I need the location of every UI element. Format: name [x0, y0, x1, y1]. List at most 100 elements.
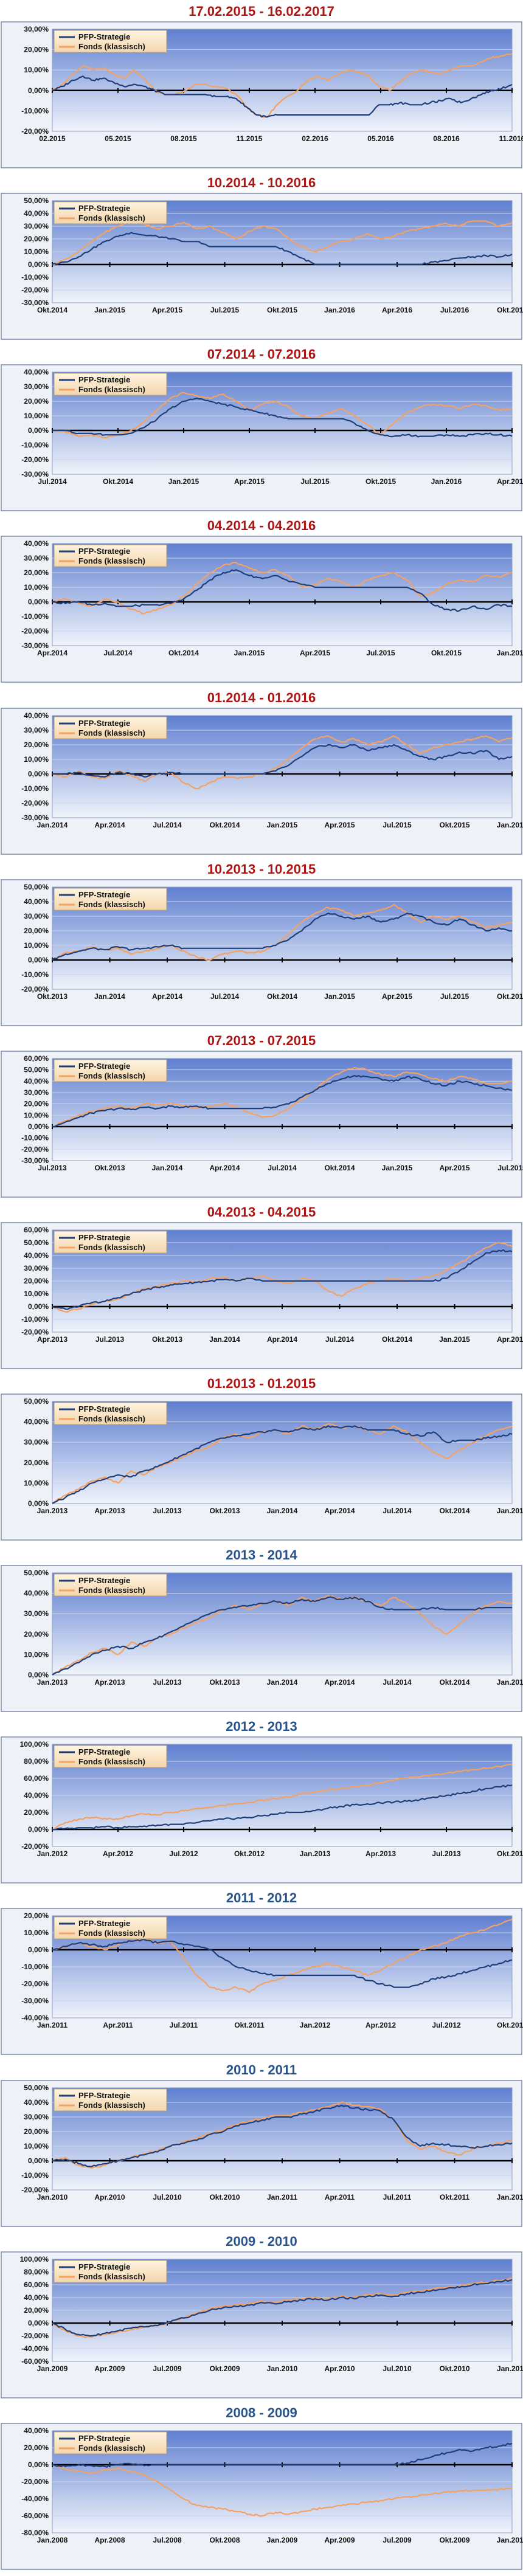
- x-tick-label: Apr.2014: [94, 821, 125, 829]
- x-tick-label: Okt.2013: [94, 1164, 125, 1172]
- y-tick-label: 10,00%: [24, 941, 49, 950]
- chart-4: 04.2014 - 04.2016 40,00% 30,00% 20,00% 10,00…: [1, 518, 523, 683]
- y-tick-label: 0,00%: [28, 1946, 49, 1954]
- y-tick-label: 20,00%: [24, 1277, 49, 1285]
- x-tick-label: Okt.2016: [497, 306, 523, 314]
- chart-title: 10.2014 - 10.2016: [207, 175, 316, 190]
- legend-box: [54, 2088, 167, 2112]
- x-tick-label: 08.2016: [433, 134, 460, 143]
- x-tick-label: Okt.2014: [103, 477, 133, 486]
- y-tick-label: 60,00%: [24, 1054, 49, 1063]
- x-tick-label: 11.2016: [499, 134, 523, 143]
- series-line-pfp-strategie: [52, 398, 513, 438]
- y-tick-label: -60,00%: [21, 2357, 49, 2366]
- legend-label-fonds: Fonds (klassisch): [78, 1586, 145, 1595]
- x-tick-label: Jan.2012: [37, 1849, 68, 1858]
- chart-title: 2012 - 2013: [226, 1719, 297, 1734]
- x-tick-label: Jan.2015: [497, 1507, 523, 1515]
- x-tick-label: Jan.2015: [497, 1678, 523, 1687]
- y-tick-label: 10,00%: [24, 1650, 49, 1659]
- y-tick-label: 0,00%: [28, 956, 49, 964]
- series-line-pfp-strategie: [52, 744, 513, 778]
- x-tick-label: Apr.2012: [365, 2021, 396, 2029]
- y-tick-label: 20,00%: [24, 568, 49, 577]
- y-tick-label: 20,00%: [24, 1100, 49, 1108]
- x-tick-label: Jul.2012: [169, 1849, 198, 1858]
- x-tick-label: Apr.2014: [324, 1507, 355, 1515]
- y-tick-label: 10,00%: [24, 2142, 49, 2150]
- x-tick-label: 05.2016: [367, 134, 394, 143]
- y-tick-label: 20,00%: [24, 2127, 49, 2136]
- series-line-fonds-klassisch: [52, 561, 513, 615]
- y-tick-label: 30,00%: [24, 726, 49, 734]
- legend-label-fonds: Fonds (klassisch): [78, 1243, 145, 1252]
- x-tick-label: Okt.2008: [209, 2536, 240, 2544]
- x-tick-label: Okt.2009: [209, 2364, 240, 2373]
- y-tick-label: 60,00%: [24, 2281, 49, 2289]
- legend-box: [54, 1916, 167, 1939]
- x-tick-label: Jul.2014: [383, 1507, 412, 1515]
- chart-6: 10.2013 - 10.2015 50,00% 40,00% 30,00% 20,00…: [1, 862, 523, 1026]
- legend-box: [54, 888, 167, 911]
- y-tick-label: 30,00%: [24, 25, 49, 33]
- y-tick-label: -20,00%: [21, 627, 49, 635]
- y-tick-label: 40,00%: [24, 209, 49, 218]
- x-tick-label: Okt.2013: [497, 1849, 523, 1858]
- x-tick-label: Jul.2013: [95, 1335, 125, 1344]
- y-tick-label: 10,00%: [24, 412, 49, 420]
- chart-15: 2008 - 2009 40,00% 20,00% 0,00% -20,00% -40,0…: [1, 2405, 523, 2570]
- x-tick-label: Okt.2015: [267, 306, 297, 314]
- x-tick-label: Jul.2015: [300, 477, 330, 486]
- y-tick-label: 10,00%: [24, 1290, 49, 1298]
- y-tick-label: 0,00%: [28, 1302, 49, 1311]
- series-line-fonds-klassisch: [52, 392, 513, 439]
- x-tick-label: Okt.2015: [439, 821, 469, 829]
- series-line-pfp-strategie: [52, 1596, 512, 1676]
- x-tick-label: Jul.2009: [383, 2536, 412, 2544]
- x-tick-label: Apr.2015: [439, 1164, 469, 1172]
- chart-3: 07.2014 - 07.2016 40,00% 30,00% 20,00% 10,00…: [1, 347, 523, 511]
- x-tick-label: Okt.2010: [439, 2364, 469, 2373]
- y-tick-label: 20,00%: [24, 1459, 49, 1467]
- x-tick-label: Jul.2015: [383, 821, 412, 829]
- x-tick-label: Jan.2014: [37, 821, 68, 829]
- legend-box: [54, 716, 167, 739]
- chart-title: 04.2013 - 04.2015: [207, 1204, 316, 1220]
- x-tick-label: Apr.2013: [94, 1507, 125, 1515]
- x-tick-label: Apr.2014: [324, 1678, 355, 1687]
- x-tick-label: Jul.2010: [383, 2364, 412, 2373]
- series-line-fonds-klassisch: [52, 903, 513, 961]
- y-tick-label: 0,00%: [28, 2319, 49, 2327]
- series-line-pfp-strategie: [52, 1425, 513, 1504]
- x-tick-label: Jul.2014: [325, 1335, 355, 1344]
- x-tick-label: Apr.2013: [94, 1678, 125, 1687]
- x-tick-label: Jul.2015: [440, 992, 469, 1001]
- y-tick-label: 0,00%: [28, 598, 49, 606]
- x-tick-label: Jul.2011: [170, 2021, 198, 2029]
- x-tick-label: 02.2016: [302, 134, 328, 143]
- y-tick-label: -30,00%: [21, 470, 49, 478]
- y-tick-label: 40,00%: [24, 539, 49, 548]
- x-tick-label: Apr.2015: [382, 992, 412, 1001]
- x-tick-label: Apr.2010: [94, 2193, 125, 2201]
- legend-label-fonds: Fonds (klassisch): [78, 213, 145, 223]
- x-tick-label: Jan.2016: [324, 306, 355, 314]
- series-line-fonds-klassisch: [52, 735, 513, 790]
- x-tick-label: Apr.2014: [267, 1335, 297, 1344]
- legend-box: [54, 2260, 167, 2283]
- x-tick-label: Jul.2016: [440, 306, 469, 314]
- legend-label-fonds: Fonds (klassisch): [78, 1929, 145, 1938]
- x-tick-label: Jan.2015: [324, 992, 355, 1001]
- y-tick-label: 30,00%: [24, 222, 49, 230]
- legend-label-fonds: Fonds (klassisch): [78, 900, 145, 909]
- x-tick-label: Jul.2014: [383, 1678, 412, 1687]
- chart-14: 2009 - 2010 100,00% 80,00% 60,00% 40,00% 20,0…: [1, 2234, 523, 2398]
- x-tick-label: Jan.2009: [267, 2536, 298, 2544]
- y-tick-label: 0,00%: [28, 770, 49, 778]
- series-line-fonds-klassisch: [52, 1423, 513, 1504]
- y-tick-label: 100,00%: [20, 1740, 49, 1749]
- x-tick-label: Jan.2016: [497, 821, 523, 829]
- y-tick-label: 50,00%: [24, 1397, 49, 1406]
- x-tick-label: Okt.2013: [37, 992, 68, 1001]
- y-tick-label: -20,00%: [21, 1980, 49, 1988]
